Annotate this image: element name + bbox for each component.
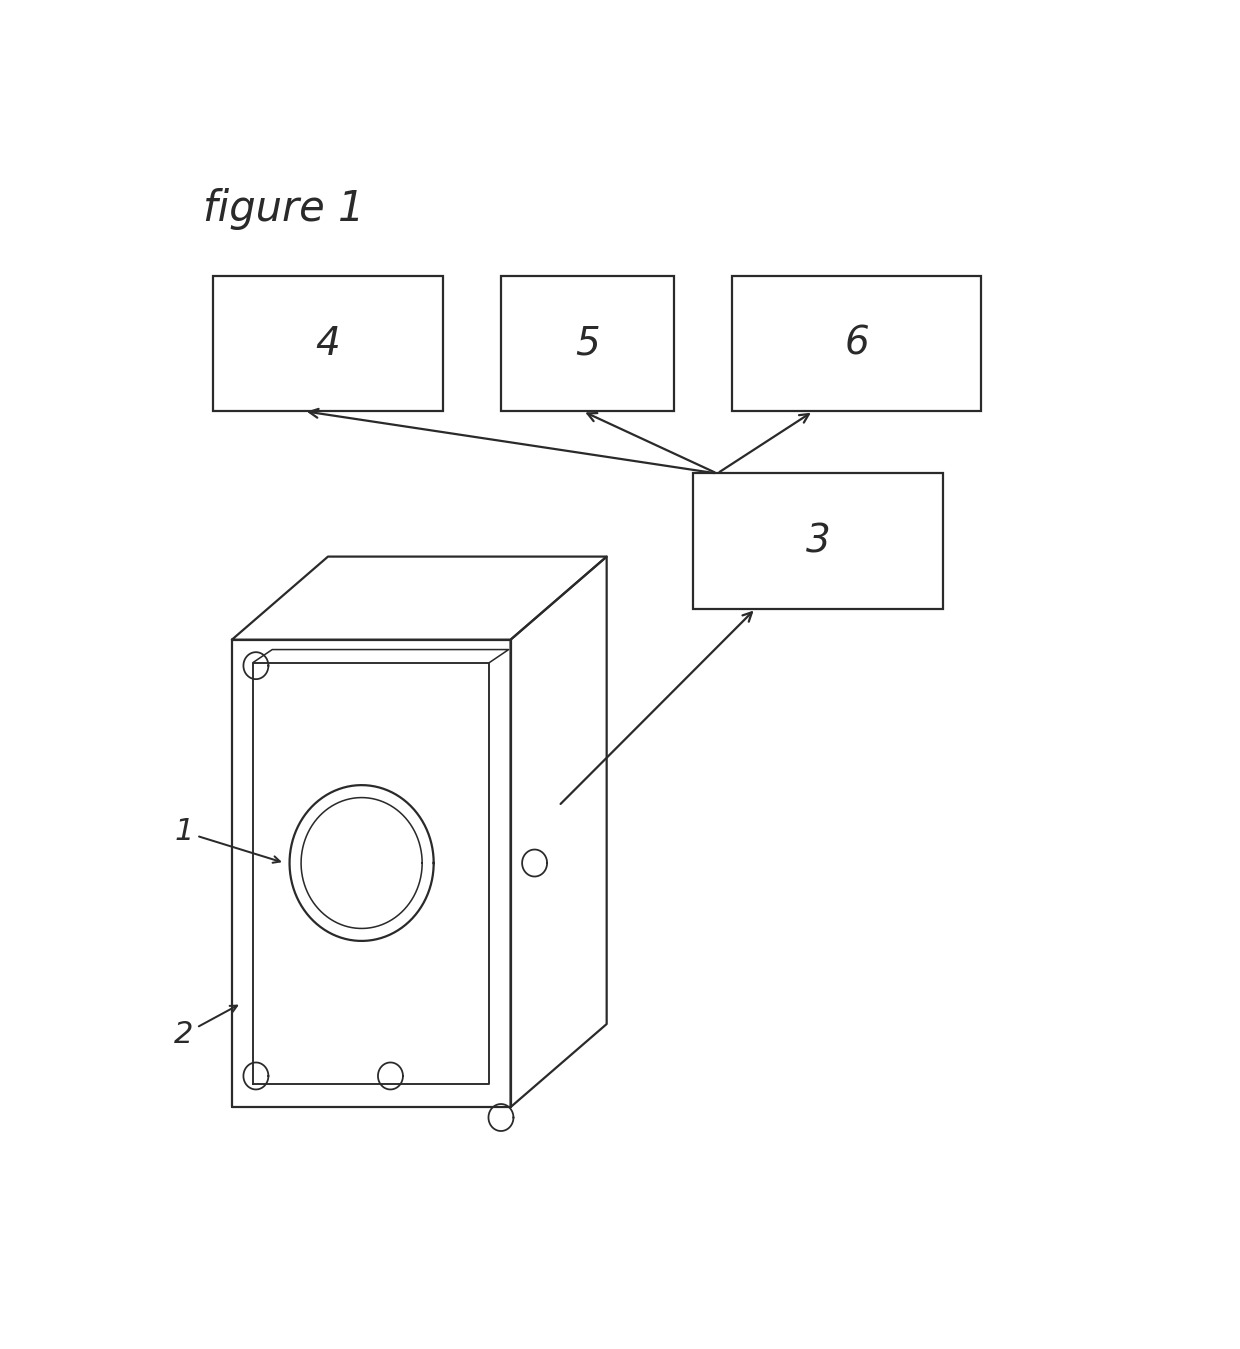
Text: 6: 6: [844, 325, 869, 363]
Text: 3: 3: [806, 522, 831, 560]
Bar: [693, 473, 944, 608]
Text: 1: 1: [174, 817, 280, 863]
Text: 2: 2: [174, 1005, 237, 1050]
Text: 4: 4: [316, 325, 340, 363]
Bar: [501, 277, 675, 411]
Bar: [213, 277, 444, 411]
Text: 5: 5: [575, 325, 600, 363]
Bar: [732, 277, 982, 411]
Text: figure 1: figure 1: [203, 188, 365, 229]
